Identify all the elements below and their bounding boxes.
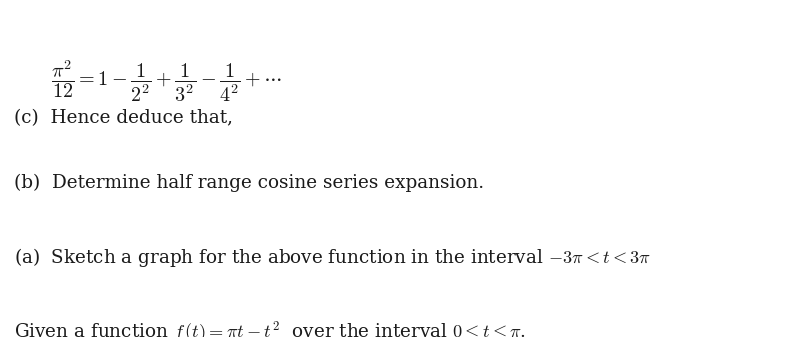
Text: (b)  Determine half range cosine series expansion.: (b) Determine half range cosine series e…: [14, 174, 484, 192]
Text: (a)  Sketch a graph for the above function in the interval $-3\pi < t < 3\pi$: (a) Sketch a graph for the above functio…: [14, 246, 652, 269]
Text: Given a function $f\,(t) = \pi t - t^2$  over the interval $0 \leq t \leq \pi$.: Given a function $f\,(t) = \pi t - t^2$ …: [14, 320, 526, 337]
Text: (c)  Hence deduce that,: (c) Hence deduce that,: [14, 110, 233, 127]
Text: $\dfrac{\pi^2}{12} = 1 - \dfrac{1}{2^2} + \dfrac{1}{3^2} - \dfrac{1}{4^2} + \cdo: $\dfrac{\pi^2}{12} = 1 - \dfrac{1}{2^2} …: [51, 59, 282, 104]
